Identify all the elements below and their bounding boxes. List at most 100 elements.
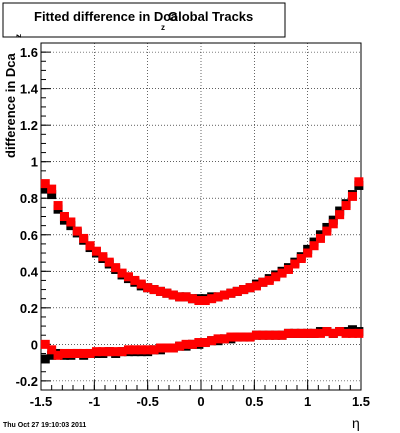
data-point-series-1 xyxy=(213,292,223,302)
data-point-series-1 xyxy=(130,275,140,285)
y-axis-title-subscript: z xyxy=(14,34,23,38)
data-point-series-1 xyxy=(136,279,146,289)
data-point-series-3 xyxy=(143,345,153,355)
data-point-series-1 xyxy=(251,281,261,291)
data-point-series-3 xyxy=(328,328,338,338)
y-tick-label: 1 xyxy=(31,155,38,170)
data-point-series-3 xyxy=(98,347,108,357)
data-point-series-1 xyxy=(98,252,108,262)
data-point-series-1 xyxy=(354,177,364,187)
data-point-series-3 xyxy=(66,348,76,358)
footer-timestamp: Thu Oct 27 19:10:03 2011 xyxy=(3,422,86,429)
data-point-series-0 xyxy=(47,190,57,200)
x-tick-label: -1.5 xyxy=(30,394,52,409)
data-point-series-1 xyxy=(264,275,274,285)
data-point-series-1 xyxy=(258,277,268,287)
data-point-series-3 xyxy=(322,327,332,337)
data-point-series-1 xyxy=(341,201,351,211)
data-point-series-3 xyxy=(277,330,287,340)
data-point-series-1 xyxy=(315,233,325,243)
data-point-series-1 xyxy=(149,285,159,295)
data-point-series-1 xyxy=(194,296,204,306)
data-point-series-0 xyxy=(40,184,50,194)
data-point-series-3 xyxy=(251,330,261,340)
x-tick-label: 0 xyxy=(197,394,204,409)
y-tick-label: 1.2 xyxy=(20,118,38,133)
data-point-series-3 xyxy=(271,330,281,340)
data-point-series-3 xyxy=(123,345,133,355)
x-tick-labels: -1.5 -1 -0.5 0 0.5 1 1.5 xyxy=(30,394,370,409)
chart-title-suffix: Global Tracks xyxy=(168,9,253,24)
data-point-series-1 xyxy=(239,285,249,295)
y-tick-label: 1.6 xyxy=(20,45,38,60)
data-point-series-3 xyxy=(149,345,159,355)
x-axis-title: η xyxy=(352,415,360,431)
data-point-series-1 xyxy=(347,191,357,201)
data-point-series-2 xyxy=(40,354,50,364)
data-point-series-1 xyxy=(200,296,210,306)
chart-title-subscript: z xyxy=(161,23,165,32)
data-point-series-3 xyxy=(347,328,357,338)
data-point-series-3 xyxy=(104,347,114,357)
data-point-series-3 xyxy=(194,338,204,348)
data-point-series-3 xyxy=(53,350,63,360)
y-axis-title: difference in Dca xyxy=(3,52,18,158)
data-point-series-1 xyxy=(277,268,287,278)
data-point-series-1 xyxy=(296,254,306,264)
data-point-series-3 xyxy=(47,345,57,355)
x-tick-label: -0.5 xyxy=(136,394,158,409)
data-point-series-1 xyxy=(155,286,165,296)
data-point-series-1 xyxy=(117,268,127,278)
data-point-series-1 xyxy=(328,219,338,229)
data-point-series-1 xyxy=(322,226,332,236)
x-tick-label: 1 xyxy=(304,394,311,409)
data-point-series-1 xyxy=(104,257,114,267)
data-point-series-3 xyxy=(354,328,364,338)
data-point-series-1 xyxy=(187,294,197,304)
data-point-series-1 xyxy=(175,292,185,302)
data-point-series-3 xyxy=(79,348,89,358)
data-point-series-1 xyxy=(168,290,178,300)
data-point-series-1 xyxy=(162,288,172,298)
x-tick-label: 0.5 xyxy=(245,394,263,409)
data-point-series-1 xyxy=(85,241,95,251)
data-point-series-2 xyxy=(47,350,57,360)
data-point-series-1 xyxy=(40,179,50,189)
data-point-series-1 xyxy=(123,272,133,282)
data-point-series-3 xyxy=(200,338,210,348)
y-tick-label: 0.8 xyxy=(20,191,38,206)
data-point-series-3 xyxy=(303,328,313,338)
data-point-series-1 xyxy=(290,259,300,269)
data-point-series-3 xyxy=(226,332,236,342)
data-point-series-1 xyxy=(143,283,153,293)
chart-title-main: Fitted difference in Dca xyxy=(34,9,179,24)
y-tick-label: 0 xyxy=(31,337,38,352)
grid-layer xyxy=(40,43,362,390)
data-point-series-1 xyxy=(207,294,217,304)
data-point-series-3 xyxy=(232,332,242,342)
data-point-series-1 xyxy=(47,184,57,194)
data-point-series-3 xyxy=(85,348,95,358)
y-tick-label: -0.2 xyxy=(16,374,38,389)
y-tick-labels: -0.2 0 0.2 0.4 0.6 0.8 1 1.2 1.4 1.6 xyxy=(16,45,39,389)
data-point-series-3 xyxy=(213,334,223,344)
data-point-series-1 xyxy=(335,210,345,220)
data-point-series-3 xyxy=(162,343,172,353)
y-axis-title-group: difference in Dca z xyxy=(3,34,23,158)
data-point-series-3 xyxy=(290,328,300,338)
data-point-series-3 xyxy=(155,343,165,353)
data-point-series-1 xyxy=(232,286,242,296)
data-point-series-3 xyxy=(130,345,140,355)
data-point-series-1 xyxy=(111,263,121,273)
data-point-series-1 xyxy=(53,201,63,211)
data-point-series-3 xyxy=(219,334,229,344)
data-point-series-3 xyxy=(239,332,249,342)
data-point-series-3 xyxy=(296,328,306,338)
data-point-series-1 xyxy=(303,248,313,258)
data-point-series-1 xyxy=(79,233,89,243)
data-point-series-3 xyxy=(187,339,197,349)
data-point-series-1 xyxy=(91,246,101,256)
data-point-series-1 xyxy=(181,292,191,302)
data-point-series-1 xyxy=(226,288,236,298)
